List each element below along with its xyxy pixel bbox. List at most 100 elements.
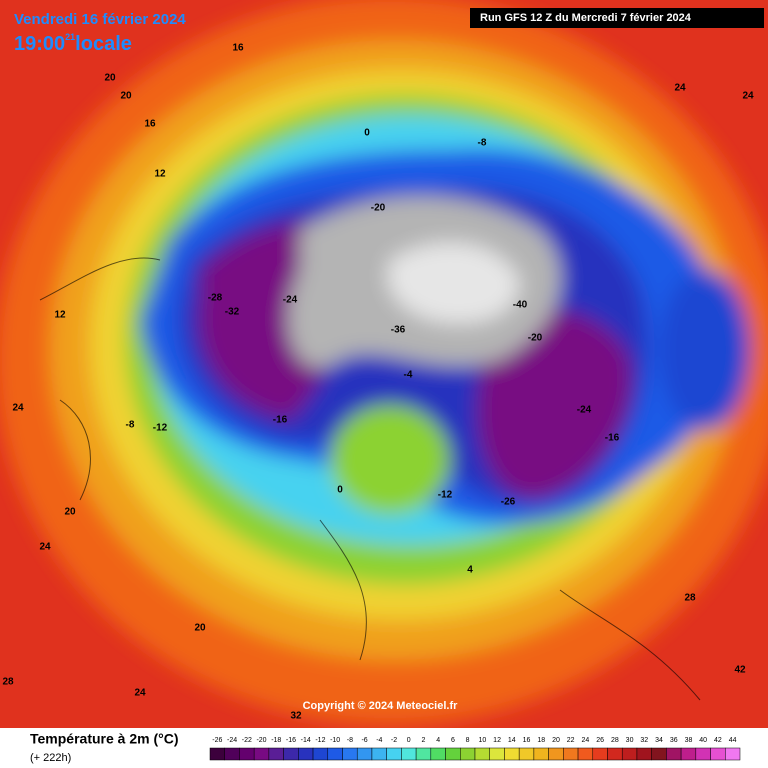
colorbar-swatch xyxy=(489,747,505,761)
colorbar-swatch xyxy=(548,747,564,761)
colorbar-swatch xyxy=(725,747,741,761)
colorbar-label: 44 xyxy=(729,737,737,744)
colorbar-label: -10 xyxy=(330,737,340,744)
colorbar-label: 6 xyxy=(451,737,455,744)
contour-label: 16 xyxy=(144,119,156,130)
colorbar-label: -6 xyxy=(361,737,367,744)
run-box xyxy=(470,8,764,28)
colorbar-swatch xyxy=(607,747,623,761)
colorbar-swatch xyxy=(283,747,299,761)
run-info: Run GFS 12 Z du Mercredi 7 février 2024 xyxy=(480,12,692,24)
colorbar-swatch xyxy=(460,747,476,761)
contour-label: -12 xyxy=(438,490,453,501)
colorbar-swatch xyxy=(666,747,682,761)
contour-label: -40 xyxy=(513,300,528,311)
colorbar-swatch xyxy=(430,747,446,761)
colorbar-label: 4 xyxy=(436,737,440,744)
legend-title: Température à 2m (°C) xyxy=(30,731,179,747)
colorbar-label: 8 xyxy=(466,737,470,744)
colorbar-swatch xyxy=(474,747,490,761)
colorbar-label: 38 xyxy=(685,737,693,744)
contour-label: -16 xyxy=(605,433,620,444)
colorbar-label: -18 xyxy=(271,737,281,744)
contour-label: 42 xyxy=(734,665,746,676)
colorbar-swatch xyxy=(371,747,387,761)
colorbar-swatch xyxy=(533,747,549,761)
contour-label: 24 xyxy=(134,688,146,699)
colorbar-swatch xyxy=(224,747,240,761)
contour-label: 4 xyxy=(467,565,473,576)
colorbar-label: -12 xyxy=(315,737,325,744)
colorbar-swatch xyxy=(636,747,652,761)
colorbar-swatch xyxy=(312,747,329,761)
colorbar-swatch xyxy=(327,747,343,761)
colorbar-label: -24 xyxy=(227,737,237,744)
colorbar-swatch xyxy=(209,747,225,761)
contour-label: -24 xyxy=(577,405,592,416)
contour-label: 16 xyxy=(232,43,244,54)
colorbar-label: 16 xyxy=(523,737,531,744)
colorbar-label: 10 xyxy=(478,737,486,744)
contour-label: 24 xyxy=(12,403,24,414)
time-superscript: 21 xyxy=(65,32,75,42)
colorbar-label: 22 xyxy=(567,737,575,744)
contour-label: -20 xyxy=(371,203,386,214)
colorbar-swatch xyxy=(592,747,608,761)
colorbar-label: 2 xyxy=(422,737,426,744)
colorbar-label: 42 xyxy=(714,737,722,744)
contour-label: 12 xyxy=(54,310,66,321)
colorbar-label: 24 xyxy=(582,737,590,744)
temperature-field: 162020161224240-8-20-24-28-32-36-40-24-2… xyxy=(0,0,768,728)
colorbar-swatch xyxy=(504,747,520,761)
colorbar-label: 28 xyxy=(611,737,619,744)
contour-label: -32 xyxy=(225,307,240,318)
contour-label: 20 xyxy=(194,623,206,634)
copyright: Copyright © 2024 Meteociel.fr xyxy=(303,700,459,712)
contour-label: 20 xyxy=(104,73,116,84)
colorbar-label: 12 xyxy=(493,737,501,744)
colorbar-label: -2 xyxy=(391,737,397,744)
contour-label: 32 xyxy=(290,711,302,722)
colorbar-swatch xyxy=(577,747,594,761)
colorbar-swatch xyxy=(445,747,461,761)
colorbar-label: -16 xyxy=(286,737,296,744)
colorbar-label: 18 xyxy=(537,737,545,744)
colorbar: -26 -24 -22 -20 -18 -16 -14 -12 -10 -8 -6 -4 -2 0 2 4 6 8… xyxy=(209,737,741,761)
colorbar-label: -4 xyxy=(376,737,382,744)
colorbar-swatch xyxy=(680,747,697,761)
contour-labels: 162020161224240-8-20-24-28-32-36-40-24-2… xyxy=(2,43,754,722)
colorbar-label: -14 xyxy=(301,737,311,744)
colorbar-label: 36 xyxy=(670,737,678,744)
time-value: 19:00 xyxy=(14,33,65,55)
colorbar-label: 30 xyxy=(626,737,634,744)
colorbar-label: -26 xyxy=(212,737,222,744)
contour-label: -20 xyxy=(528,333,543,344)
colorbar-swatch xyxy=(342,747,358,761)
colorbar-swatch xyxy=(401,747,417,761)
colorbar-label: 20 xyxy=(552,737,560,744)
contour-label: 28 xyxy=(684,593,696,604)
colorbar-swatch xyxy=(710,747,726,761)
colorbar-label: -22 xyxy=(242,737,252,744)
colorbar-swatch xyxy=(386,747,402,761)
contour-label: -8 xyxy=(126,420,135,431)
colorbar-swatch xyxy=(239,747,255,761)
contour-label: -8 xyxy=(478,138,487,149)
contour-label: 20 xyxy=(64,507,76,518)
contour-label: -26 xyxy=(501,497,516,508)
lead-time: (+ 222h) xyxy=(30,752,71,764)
contour-label: 0 xyxy=(337,485,343,496)
time-suffix: locale xyxy=(75,33,132,55)
contour-label: -36 xyxy=(391,325,406,336)
contour-label: -16 xyxy=(273,415,288,426)
colorbar-swatch xyxy=(621,747,638,761)
colorbar-swatch xyxy=(298,747,314,761)
colorbar-label: 40 xyxy=(699,737,707,744)
colorbar-swatch xyxy=(651,747,667,761)
date: Vendredi 16 février 2024 xyxy=(14,11,186,28)
time: 19:0021locale xyxy=(14,32,132,55)
colorbar-swatch xyxy=(253,747,270,761)
colorbar-label: 14 xyxy=(508,737,516,744)
colorbar-swatch xyxy=(415,747,432,761)
colorbar-swatch xyxy=(268,747,284,761)
